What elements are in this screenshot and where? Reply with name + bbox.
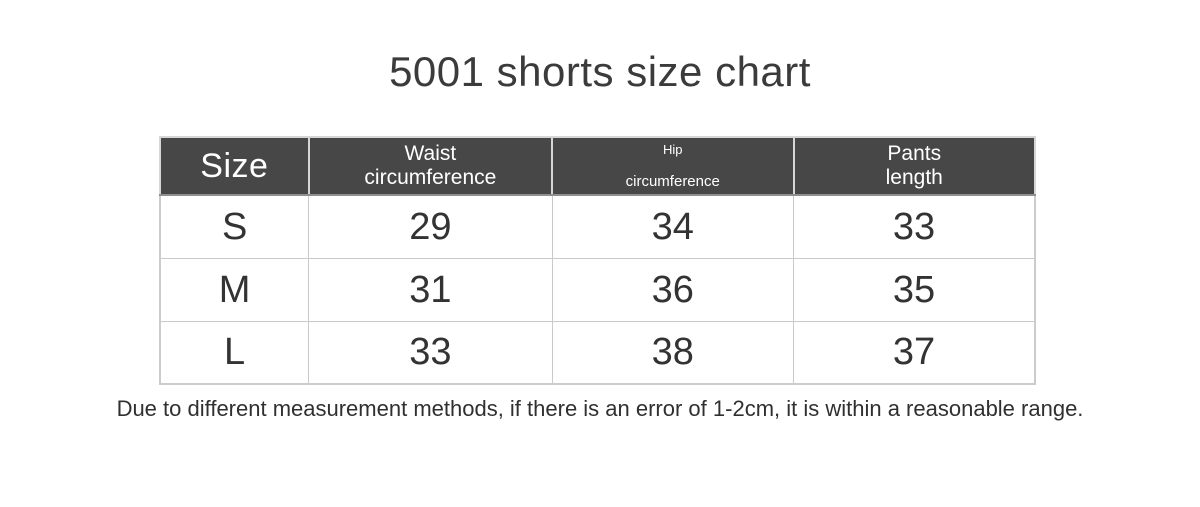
header-waist-circumference: Waist circumference bbox=[307, 136, 554, 196]
cell-hip-m: 36 bbox=[551, 257, 794, 322]
header-waist-line2: circumference bbox=[364, 166, 497, 189]
cell-size-m: M bbox=[159, 257, 310, 322]
table-row-m: M 31 36 35 bbox=[159, 257, 1036, 322]
table-row-s: S 29 34 33 bbox=[159, 194, 1036, 259]
cell-waist-l: 33 bbox=[308, 320, 553, 385]
header-size: Size bbox=[159, 136, 310, 196]
table-header-row: Size Waist circumference Hip circumferen… bbox=[159, 136, 1036, 196]
cell-pants-m: 35 bbox=[793, 257, 1036, 322]
table-row-l: L 33 38 37 bbox=[159, 320, 1036, 385]
cell-pants-l: 37 bbox=[793, 320, 1036, 385]
header-pants-length: Pants length bbox=[792, 136, 1036, 196]
header-pants-line1: Pants bbox=[887, 142, 942, 165]
cell-hip-s: 34 bbox=[551, 194, 794, 259]
size-chart-table: Size Waist circumference Hip circumferen… bbox=[159, 136, 1036, 385]
header-hip-line1: Hip bbox=[662, 142, 683, 157]
cell-size-s: S bbox=[159, 194, 310, 259]
measurement-note: Due to different measurement methods, if… bbox=[116, 396, 1084, 421]
header-waist-line1: Waist bbox=[404, 142, 457, 165]
header-hip-circumference: Hip circumference bbox=[551, 136, 795, 196]
cell-pants-s: 33 bbox=[793, 194, 1036, 259]
cell-size-l: L bbox=[159, 320, 310, 385]
page-title: 5001 shorts size chart bbox=[389, 48, 811, 95]
cell-waist-s: 29 bbox=[308, 194, 553, 259]
header-hip-wrap: Hip circumference bbox=[553, 138, 793, 194]
header-hip-line2: circumference bbox=[625, 173, 720, 190]
header-pants-line2: length bbox=[885, 166, 943, 189]
cell-hip-l: 38 bbox=[551, 320, 794, 385]
cell-waist-m: 31 bbox=[308, 257, 553, 322]
